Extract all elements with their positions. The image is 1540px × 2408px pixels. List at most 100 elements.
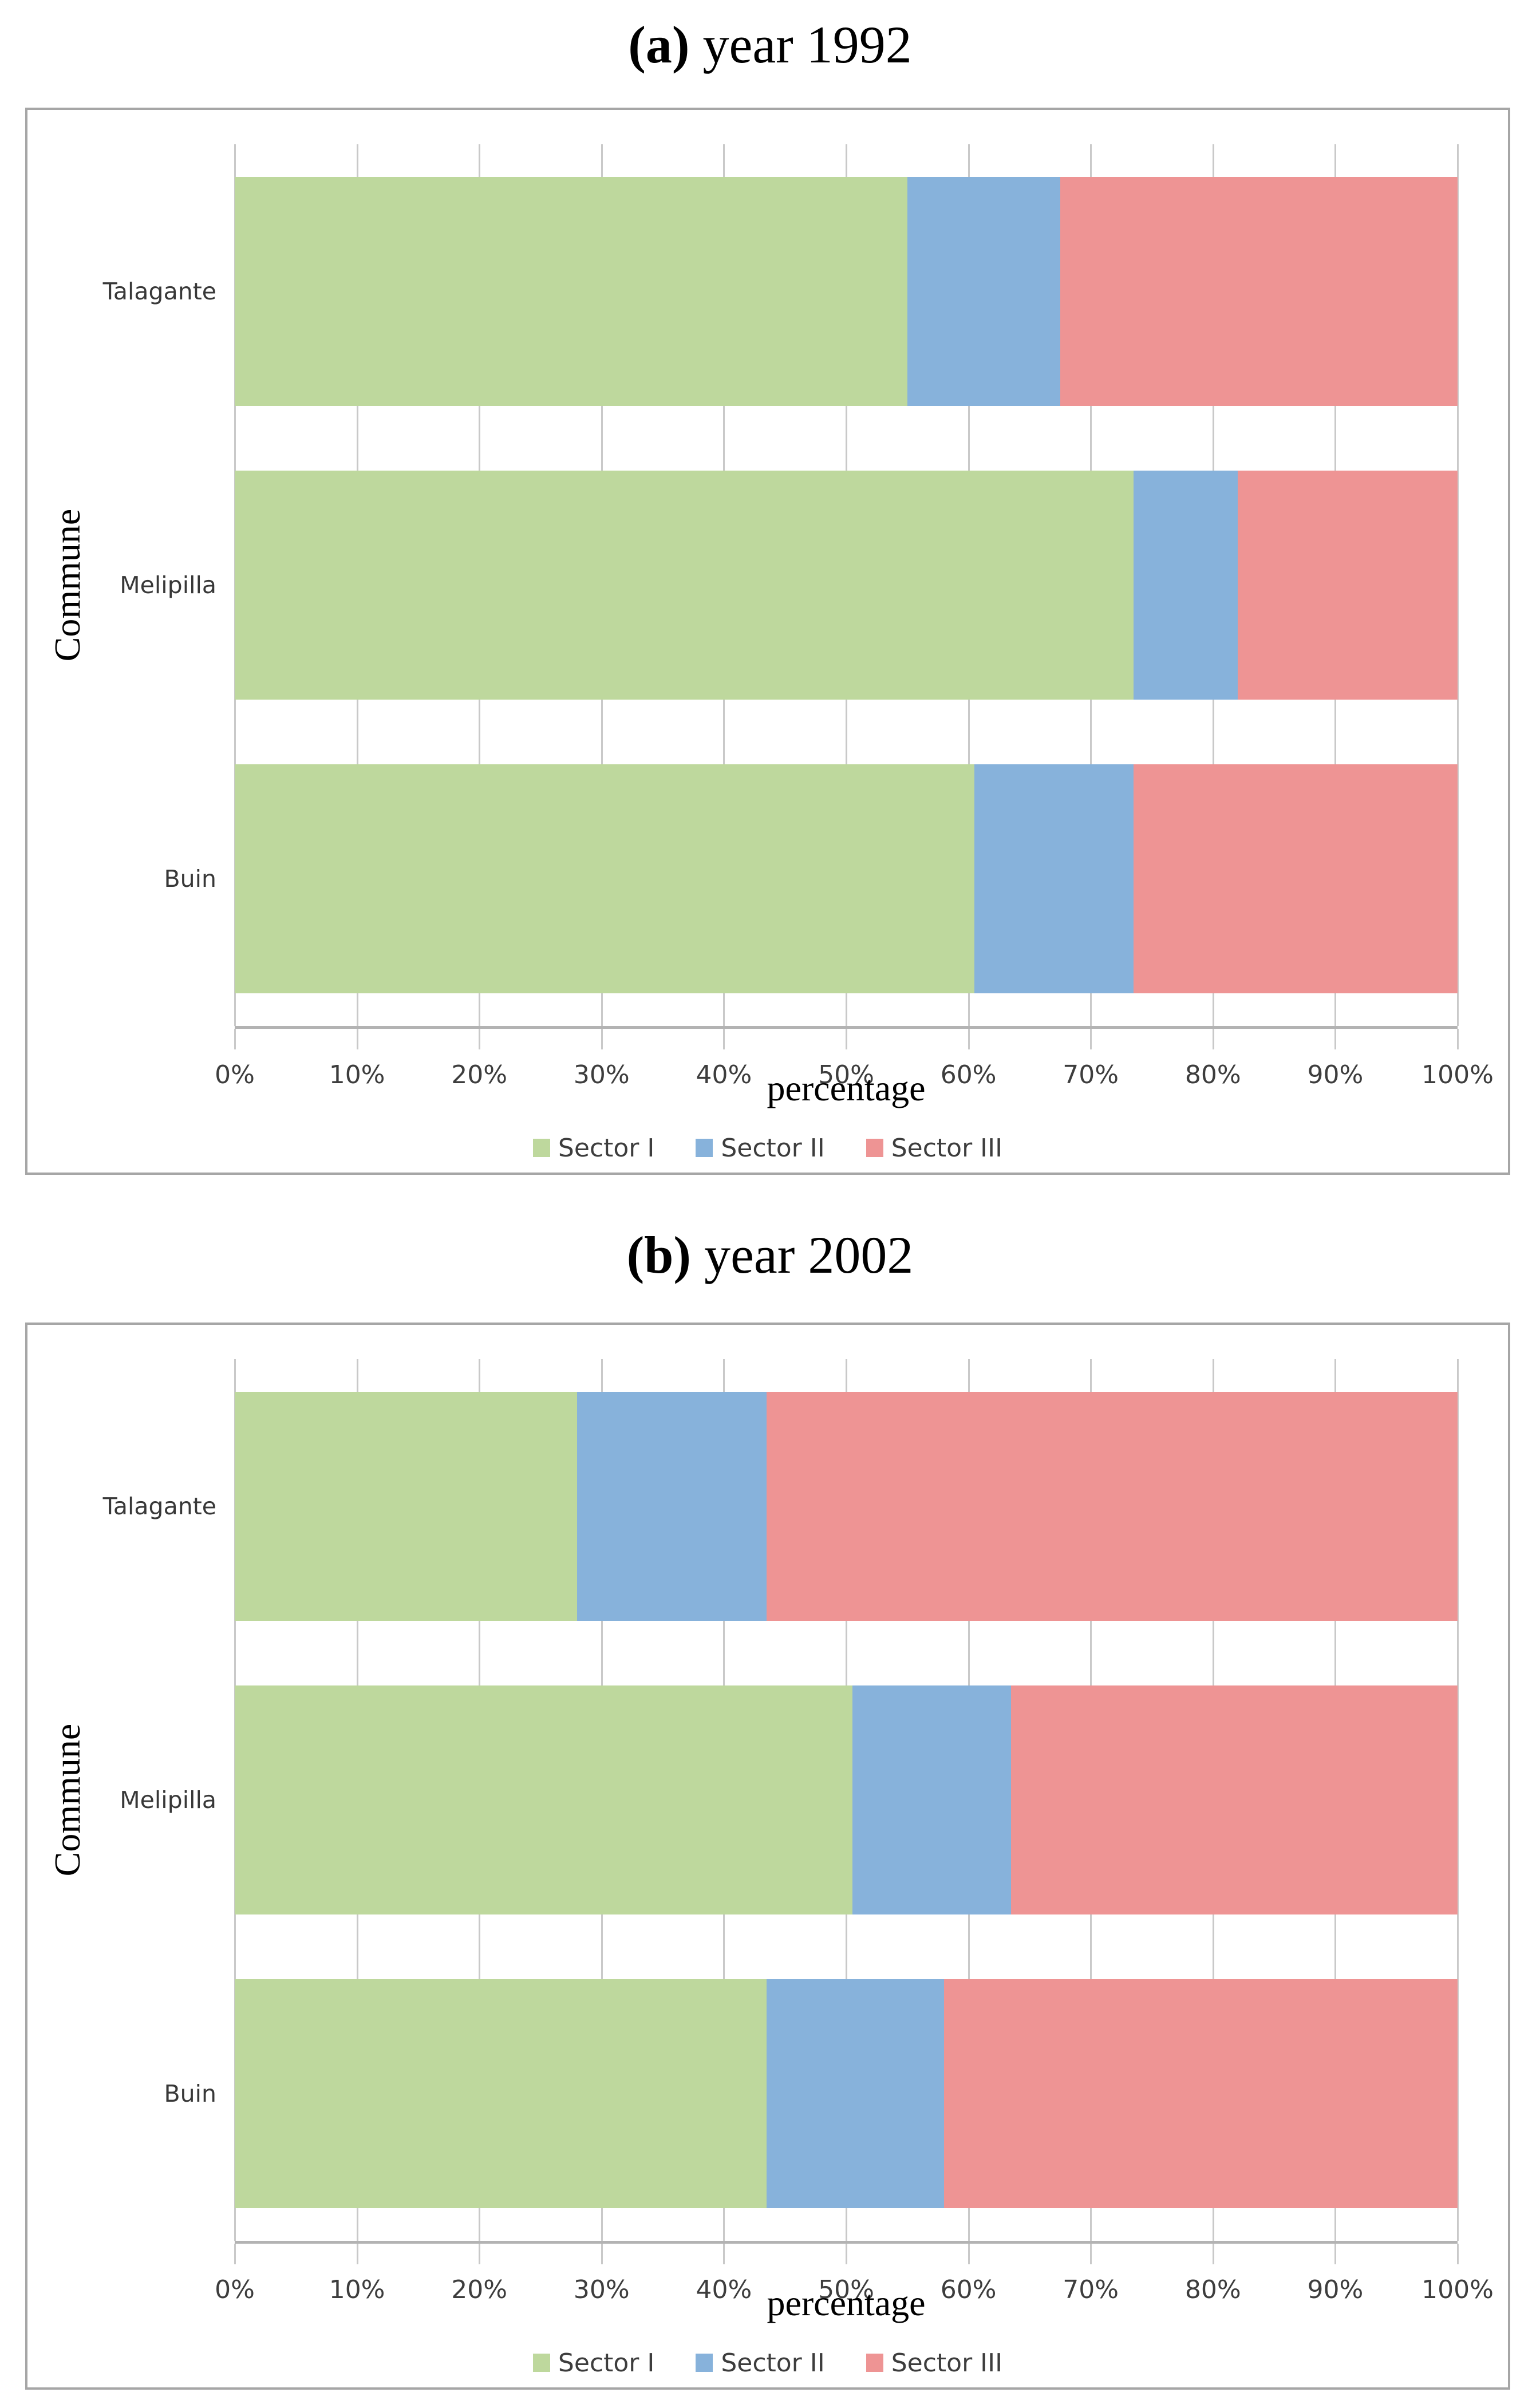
x-tick-label: 60% <box>940 2275 997 2304</box>
legend-swatch-sector-iii <box>866 2354 883 2372</box>
legend-label: Sector I <box>558 2348 655 2378</box>
legend-swatch-sector-i <box>532 1139 550 1157</box>
legend: Sector I Sector II Sector III <box>27 1132 1508 1163</box>
legend-item-sector-i: Sector I <box>532 1134 654 1163</box>
x-tick-label: 0% <box>215 1060 255 1089</box>
category-label-talagante: Talagante <box>102 277 216 305</box>
x-axis-tick <box>356 2244 358 2264</box>
chart-title-tag: (b) <box>626 1226 692 1284</box>
gridline <box>1457 144 1459 1026</box>
bar-segment-sector-iii-melipilla <box>1011 1685 1458 1914</box>
x-axis-tick <box>601 1029 603 1049</box>
chart-title-2002: (b) year 2002 <box>0 1223 1540 1287</box>
bar-row-melipilla <box>235 1685 1458 1914</box>
bar-segment-sector-ii-talagante <box>907 176 1060 406</box>
x-tick-label: 40% <box>696 2275 752 2304</box>
chart-title-text <box>689 15 702 74</box>
x-tick-label: 30% <box>573 2275 630 2304</box>
legend-swatch-sector-iii <box>866 1139 883 1157</box>
legend-label: Sector III <box>891 2348 1003 2378</box>
x-tick-label: 100% <box>1421 1060 1494 1089</box>
legend: Sector I Sector II Sector III <box>27 2347 1508 2378</box>
x-axis-line <box>235 1026 1458 1029</box>
category-label-talagante: Talagante <box>102 1492 216 1520</box>
chart-title-rest: year 1992 <box>702 15 912 74</box>
x-tick-label: 10% <box>329 1060 385 1089</box>
bar-segment-sector-ii-talagante <box>577 1391 767 1621</box>
bar-row-buin <box>235 764 1458 994</box>
x-tick-label: 40% <box>696 1060 752 1089</box>
x-tick-label: 80% <box>1184 1060 1241 1089</box>
x-axis-tick <box>1212 2244 1214 2264</box>
chart-title-tag: (a) <box>628 15 690 74</box>
bar-segment-sector-ii-melipilla <box>1133 471 1238 700</box>
x-axis-tick <box>479 2244 481 2264</box>
x-tick-label: 80% <box>1184 2275 1241 2304</box>
bar-segment-sector-iii-talagante <box>767 1391 1458 1621</box>
x-axis-tick <box>356 1029 358 1049</box>
x-tick-label: 70% <box>1063 1060 1119 1089</box>
x-axis-tick <box>1090 2244 1092 2264</box>
chart-panel-2002: Commune 0% 10% 20% 30% 40% 50% 60% 70% 80% 90% 100… <box>25 1323 1510 2390</box>
x-tick-label: 70% <box>1063 2275 1119 2304</box>
legend-label: Sector II <box>721 2348 825 2378</box>
bar-segment-sector-ii-melipilla <box>852 1685 1012 1914</box>
bar-row-buin <box>235 1979 1458 2209</box>
bar-segment-sector-ii-buin <box>767 1979 944 2209</box>
x-tick-label: 0% <box>215 2275 255 2304</box>
x-axis-tick <box>1212 1029 1214 1049</box>
plot-area: 0% 10% 20% 30% 40% 50% 60% 70% 80% 90% 100% <box>215 144 1494 1089</box>
category-label-buin: Buin <box>164 2080 217 2108</box>
chart-title-rest: year 2002 <box>704 1226 914 1284</box>
legend-label: Sector III <box>891 1133 1003 1163</box>
x-tick-label: 90% <box>1307 2275 1364 2304</box>
bar-segment-sector-iii-talagante <box>1060 176 1458 406</box>
x-axis-tick <box>1334 2244 1337 2264</box>
x-axis-tick <box>968 1029 970 1049</box>
x-axis-tick <box>234 2244 236 2264</box>
bar-segment-sector-i-buin <box>235 764 975 994</box>
bar-segment-sector-iii-melipilla <box>1237 471 1458 700</box>
x-axis-title: percentage <box>767 2283 926 2323</box>
bar-segment-sector-i-melipilla <box>235 1685 852 1914</box>
legend-item-sector-iii: Sector III <box>866 2348 1002 2378</box>
x-tick-label: 50% <box>818 2275 874 2304</box>
x-axis-tick <box>601 2244 603 2264</box>
bar-segment-sector-ii-buin <box>974 764 1134 994</box>
legend-item-sector-ii: Sector II <box>696 2348 825 2378</box>
gridline <box>1457 1359 1459 2241</box>
x-tick-label: 50% <box>818 1060 874 1089</box>
legend-item-sector-ii: Sector II <box>696 1133 825 1163</box>
chart-title-text <box>691 1226 704 1284</box>
x-axis-tick <box>1457 1029 1459 1049</box>
bar-row-talagante <box>235 1391 1458 1621</box>
x-tick-label: 60% <box>940 1060 997 1089</box>
bar-segment-sector-iii-buin <box>1133 764 1458 994</box>
category-label-melipilla: Melipilla <box>120 1786 216 1814</box>
x-axis-tick <box>846 1029 847 1049</box>
bar-segment-sector-i-talagante <box>235 1391 578 1621</box>
legend-item-sector-iii: Sector III <box>866 1134 1002 1163</box>
x-axis-tick <box>1457 2244 1459 2264</box>
legend-swatch-sector-i <box>532 2354 550 2372</box>
bar-row-talagante <box>235 176 1458 406</box>
legend-item-sector-i: Sector I <box>532 2348 655 2378</box>
legend-label: Sector II <box>721 1133 825 1163</box>
x-axis-tick <box>723 2244 725 2264</box>
x-axis-tick <box>968 2244 970 2264</box>
x-axis-line <box>235 2241 1458 2244</box>
x-tick-label: 20% <box>451 1060 508 1089</box>
bar-segment-sector-iii-buin <box>943 1979 1458 2209</box>
x-axis-tick <box>1090 1029 1092 1049</box>
x-axis-title: percentage <box>767 1068 926 1108</box>
x-tick-label: 100% <box>1421 2275 1494 2304</box>
bar-segment-sector-i-melipilla <box>235 471 1134 700</box>
x-axis-tick <box>1334 1029 1337 1049</box>
x-tick-label: 20% <box>451 2275 508 2304</box>
x-axis-tick <box>234 1029 236 1049</box>
chart-title-1992: (a) year 1992 <box>0 13 1540 77</box>
bar-segment-sector-i-buin <box>235 1979 767 2209</box>
category-label-buin: Buin <box>164 865 217 893</box>
bar-segment-sector-i-talagante <box>235 176 907 406</box>
